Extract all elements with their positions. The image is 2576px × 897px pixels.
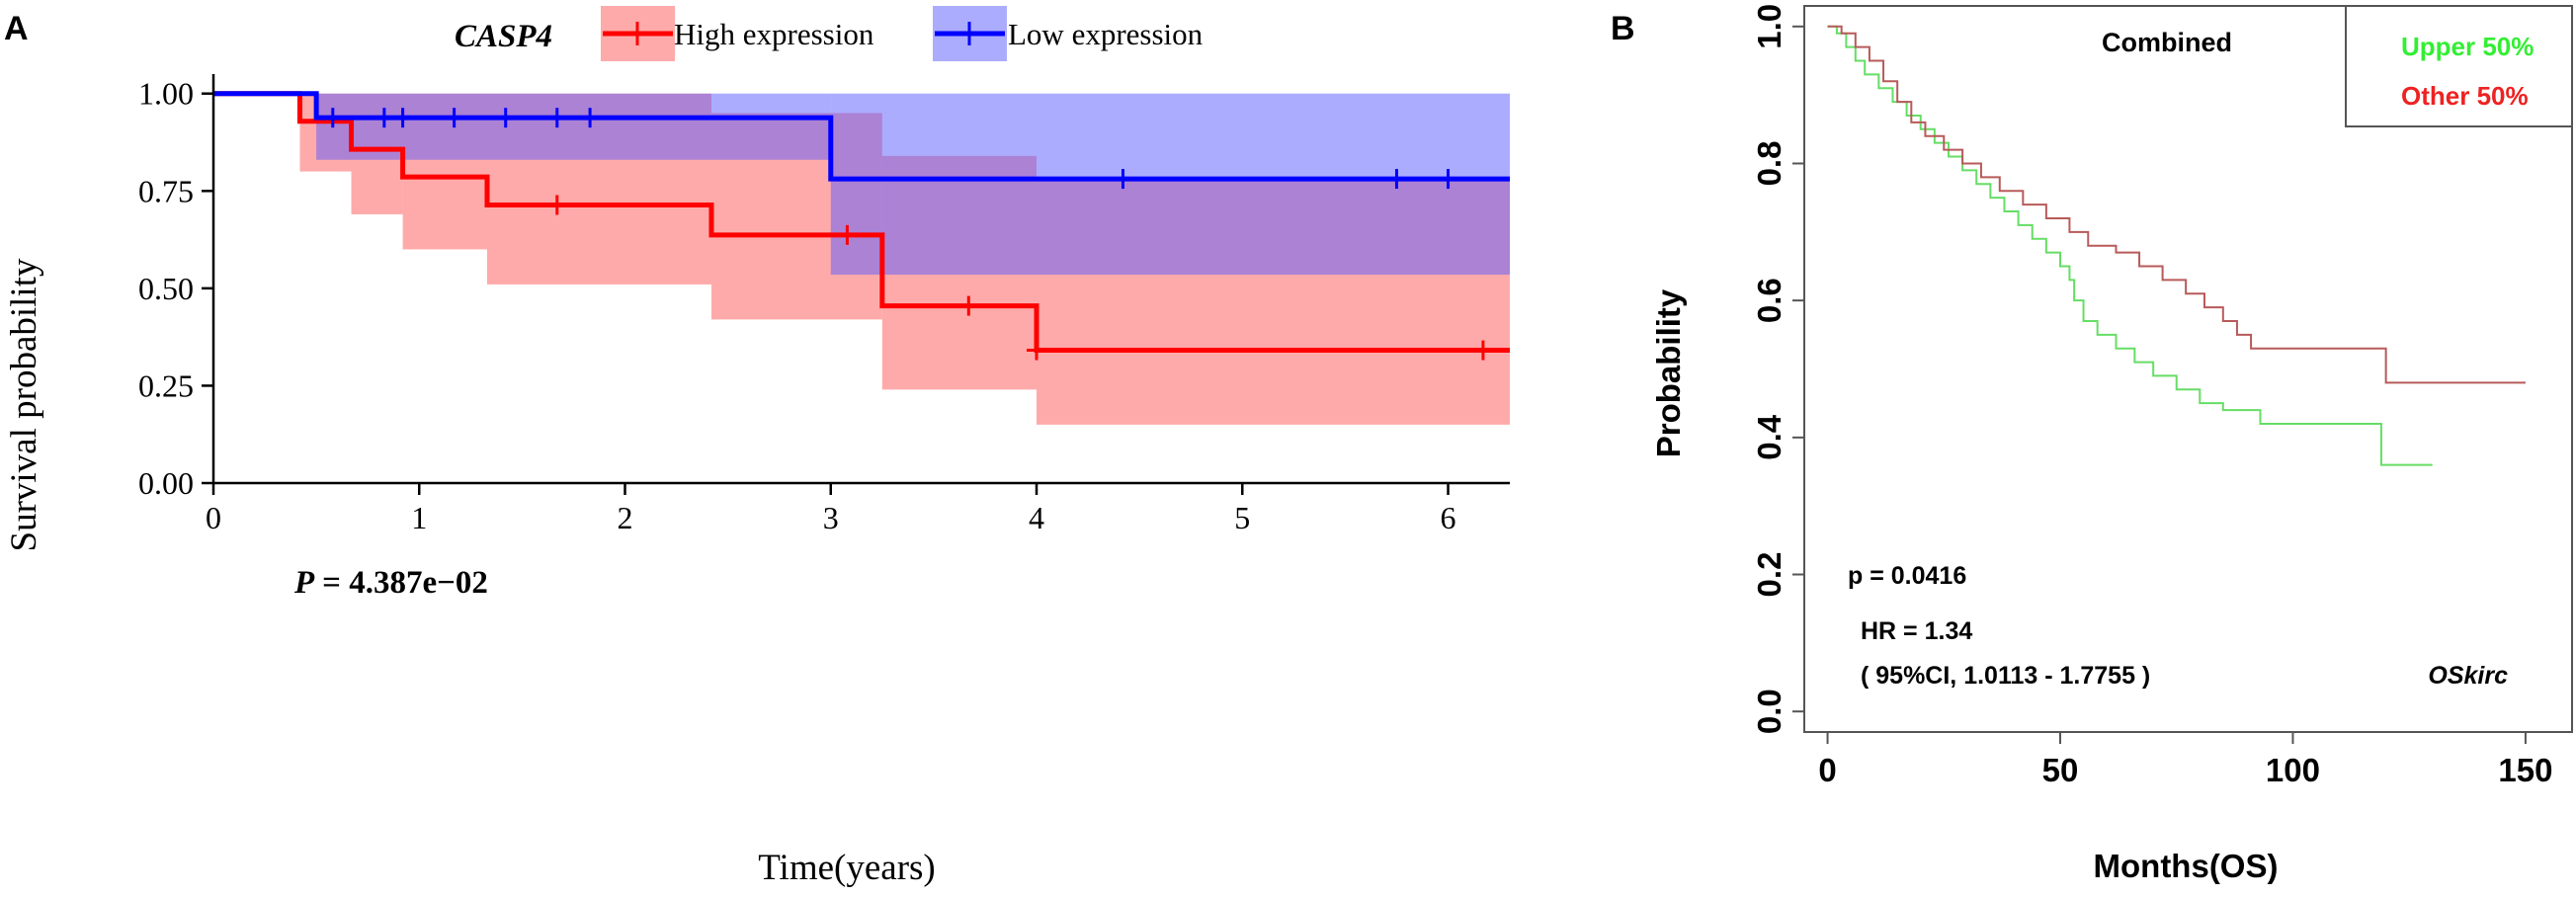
b-x-tick-label: 100 [2266, 752, 2320, 788]
panel-a-y-label: Survival probability [4, 258, 44, 551]
legend-upper-label: Upper 50% [2401, 32, 2534, 61]
a-x-tick-label: 5 [1234, 500, 1250, 535]
panel-b-plot-box [1803, 5, 2573, 733]
b-x-tick-label: 50 [2042, 752, 2079, 788]
a-x-tick-label: 0 [206, 500, 221, 535]
panel-b-label: B [1611, 10, 1635, 47]
panel-a-y-ticks: 0.00 0.25 0.50 0.75 1.00 [138, 76, 213, 501]
a-y-tick-label: 0.50 [138, 271, 194, 306]
panel-a-curves [213, 91, 1510, 361]
panel-b-dataset-label: OSkirc [2428, 662, 2508, 690]
panel-b-y-label: Probability [1650, 288, 1687, 457]
b-y-tick-label: 0.2 [1751, 552, 1787, 598]
panel-a-label: A [4, 10, 29, 47]
legend-other-label: Other 50% [2401, 81, 2529, 111]
legend-low-label: Low expression [1008, 17, 1204, 51]
a-x-tick-label: 4 [1029, 500, 1044, 535]
panel-b-title: Combined [2102, 28, 2232, 57]
b-y-tick-label: 1.0 [1751, 4, 1787, 49]
panel-b-legend-box [2345, 5, 2573, 127]
panel-b-p-value: p = 0.0416 [1848, 562, 1966, 590]
a-x-tick-label: 3 [823, 500, 839, 535]
panel-a-x-ticks: 0 1 2 3 4 5 6 [206, 483, 1456, 535]
p-value-text: = 4.387e−02 [322, 565, 488, 601]
a-y-tick-label: 0.00 [138, 465, 194, 501]
b-survival-curve-upper [1827, 25, 2433, 466]
legend-high-label: High expression [674, 17, 874, 51]
panel-a-confidence-bands [299, 93, 1510, 425]
b-y-tick-label: 0.8 [1751, 141, 1787, 187]
a-survival-curve-low [213, 91, 1510, 182]
b-x-tick-label: 150 [2498, 752, 2552, 788]
p-value-annotation: P = 4.387e−02 [293, 565, 488, 601]
a-y-tick-label: 0.75 [138, 173, 194, 208]
p-value-label: P [293, 565, 315, 601]
panel-b-x-label: Months(OS) [2094, 848, 2279, 884]
a-x-tick-label: 6 [1441, 500, 1456, 535]
panel-b-ticks: 0 50 100 150 0.0 0.2 0.4 0.6 0.8 1.0 [1751, 4, 2552, 788]
a-ci-band-low [830, 93, 1510, 276]
panel-a-chart: CASP4 High expression Low expression 0.0… [4, 6, 1510, 888]
b-y-tick-label: 0.0 [1751, 689, 1787, 734]
b-y-tick-label: 0.6 [1751, 278, 1787, 323]
panel-b-chart: 0 50 100 150 0.0 0.2 0.4 0.6 0.8 1.0 Combined Upp… [1650, 4, 2573, 884]
legend-title: CASP4 [455, 19, 552, 54]
panel-b-ci: ( 95%CI, 1.0113 - 1.7755 ) [1861, 662, 2150, 690]
a-x-tick-label: 2 [618, 500, 633, 535]
a-x-tick-label: 1 [411, 500, 427, 535]
b-y-tick-label: 0.4 [1751, 414, 1787, 460]
a-y-tick-label: 0.25 [138, 367, 194, 403]
panel-b-curves [1827, 25, 2526, 466]
panel-a-x-label: Time(years) [758, 848, 936, 888]
panel-b-hr: HR = 1.34 [1861, 617, 1972, 645]
panel-a-legend: CASP4 High expression Low expression [455, 6, 1204, 61]
b-x-tick-label: 0 [1818, 752, 1836, 788]
a-y-tick-label: 1.00 [138, 76, 194, 112]
b-survival-curve-other [1827, 25, 2526, 384]
